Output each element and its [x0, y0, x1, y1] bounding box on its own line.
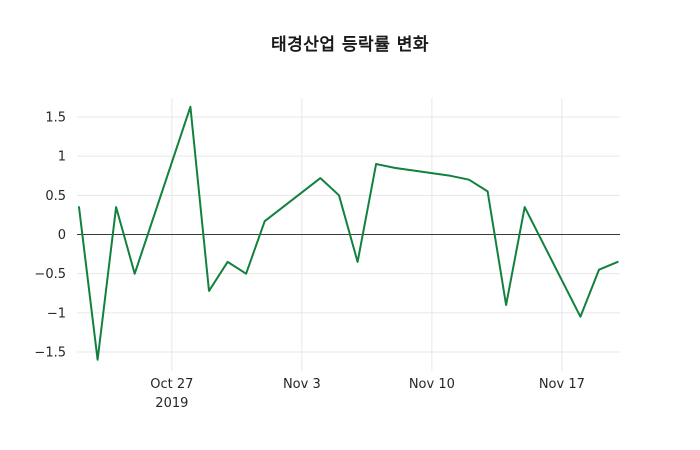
x-tick-sublabel: 2019: [155, 396, 188, 411]
x-tick-label: Nov 10: [409, 377, 455, 392]
x-tick-label: Oct 27: [150, 377, 193, 392]
y-tick-label: −1.5: [34, 345, 66, 360]
x-tick-label: Nov 3: [283, 377, 321, 392]
y-tick-label: −0.5: [34, 267, 66, 282]
y-tick-label: 1: [58, 150, 66, 165]
y-tick-label: 1.5: [45, 111, 66, 126]
x-tick-label: Nov 17: [539, 377, 585, 392]
y-tick-label: 0.5: [45, 189, 66, 204]
y-tick-label: 0: [58, 228, 66, 243]
y-tick-label: −1: [47, 306, 66, 321]
chart-title: 태경산업 등락률 변화: [270, 35, 430, 55]
price-change-line: [78, 105, 619, 361]
